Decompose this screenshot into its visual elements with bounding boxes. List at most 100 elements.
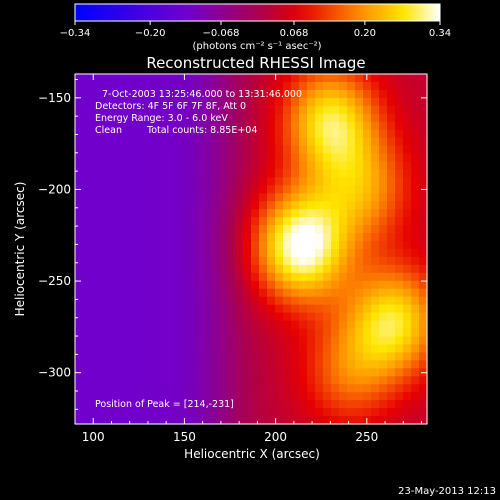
heatmap-cell: [187, 209, 196, 218]
heatmap-cell: [251, 169, 260, 178]
heatmap-cell: [91, 74, 100, 83]
heatmap-cell: [403, 328, 412, 338]
heatmap-cell: [291, 217, 300, 226]
heatmap-cell: [123, 233, 132, 242]
heatmap-cell: [235, 105, 244, 115]
heatmap-cell: [203, 153, 212, 163]
heatmap-cell: [83, 376, 92, 385]
heatmap-cell: [187, 217, 196, 226]
heatmap-cell: [363, 368, 372, 377]
heatmap-cell: [387, 264, 396, 274]
heatmap-cell: [323, 201, 332, 210]
heatmap-cell: [115, 304, 124, 314]
heatmap-cell: [123, 225, 132, 234]
heatmap-cell: [363, 193, 372, 202]
heatmap-cell: [147, 121, 156, 131]
heatmap-cell: [211, 376, 220, 385]
heatmap-cell: [363, 264, 372, 274]
heatmap-cell: [155, 209, 164, 218]
heatmap-cell: [363, 376, 372, 385]
heatmap-cell: [267, 264, 276, 274]
heatmap-cell: [155, 352, 164, 361]
heatmap-cell: [123, 360, 132, 369]
heatmap-cell: [195, 113, 204, 123]
heatmap-cell: [107, 169, 116, 178]
heatmap-cell: [283, 241, 292, 250]
heatmap-cell: [275, 105, 284, 115]
heatmap-cell: [323, 241, 332, 250]
heatmap-cell: [411, 256, 420, 266]
heatmap-cell: [163, 368, 172, 377]
heatmap-cell: [131, 129, 140, 139]
heatmap-cell: [187, 241, 196, 250]
heatmap-cell: [131, 249, 140, 258]
heatmap-cell: [419, 137, 428, 147]
heatmap-cell: [227, 320, 236, 330]
heatmap-cell: [187, 360, 196, 369]
heatmap-cell: [195, 264, 204, 274]
heatmap-cell: [419, 304, 428, 314]
heatmap-cell: [379, 368, 388, 377]
heatmap-cell: [147, 249, 156, 258]
heatmap-cell: [179, 249, 188, 258]
heatmap-cell: [379, 217, 388, 226]
heatmap-cell: [83, 241, 92, 250]
heatmap-cell: [227, 256, 236, 266]
heatmap-cell: [339, 89, 348, 99]
heatmap-cell: [411, 161, 420, 171]
heatmap-cell: [251, 296, 260, 306]
heatmap-cell: [123, 288, 132, 298]
heatmap-cell: [75, 209, 84, 218]
heatmap-cell: [331, 113, 340, 123]
heatmap-cell: [419, 296, 428, 306]
heatmap-cell: [403, 408, 412, 417]
heatmap-cell: [163, 105, 172, 115]
heatmap-cell: [371, 89, 380, 99]
heatmap-cell: [163, 169, 172, 178]
heatmap-cell: [155, 193, 164, 202]
heatmap-cell: [75, 392, 84, 401]
heatmap-cell: [75, 169, 84, 178]
heatmap-cell: [403, 272, 412, 282]
heatmap-cell: [107, 336, 116, 346]
heatmap-cell: [123, 153, 132, 163]
heatmap-cell: [371, 209, 380, 218]
heatmap-cell: [75, 249, 84, 258]
heatmap-cell: [299, 344, 308, 353]
heatmap-cell: [235, 217, 244, 226]
heatmap-cell: [331, 185, 340, 194]
heatmap-cell: [323, 209, 332, 218]
heatmap-cell: [307, 352, 316, 361]
heatmap-cell: [323, 416, 332, 425]
heatmap-cell: [371, 177, 380, 186]
heatmap-cell: [331, 256, 340, 266]
heatmap-cell: [355, 392, 364, 401]
colorbar-unit-label: (photons cm⁻² s⁻¹ asec⁻²): [192, 41, 321, 52]
heatmap-cell: [235, 89, 244, 99]
heatmap-cell: [387, 129, 396, 139]
heatmap-cell: [227, 97, 236, 107]
heatmap-cell: [275, 169, 284, 178]
heatmap-cell: [347, 408, 356, 417]
heatmap-cell: [163, 241, 172, 250]
heatmap-cell: [179, 344, 188, 353]
heatmap-cell: [267, 241, 276, 250]
heatmap-cell: [379, 400, 388, 409]
heatmap-cell: [403, 121, 412, 131]
heatmap-cell: [251, 368, 260, 377]
heatmap-cell: [107, 209, 116, 218]
heatmap-cell: [107, 241, 116, 250]
heatmap-cell: [307, 153, 316, 163]
heatmap-cell: [203, 105, 212, 115]
heatmap-cell: [419, 217, 428, 226]
heatmap-cell: [299, 304, 308, 314]
heatmap-cell: [395, 384, 404, 393]
heatmap-cell: [203, 185, 212, 194]
heatmap-cell: [211, 416, 220, 425]
heatmap-cell: [179, 288, 188, 298]
heatmap-cell: [411, 400, 420, 409]
heatmap-cell: [411, 177, 420, 186]
heatmap-cell: [371, 256, 380, 266]
heatmap-cell: [99, 177, 108, 186]
heatmap-cell: [163, 352, 172, 361]
